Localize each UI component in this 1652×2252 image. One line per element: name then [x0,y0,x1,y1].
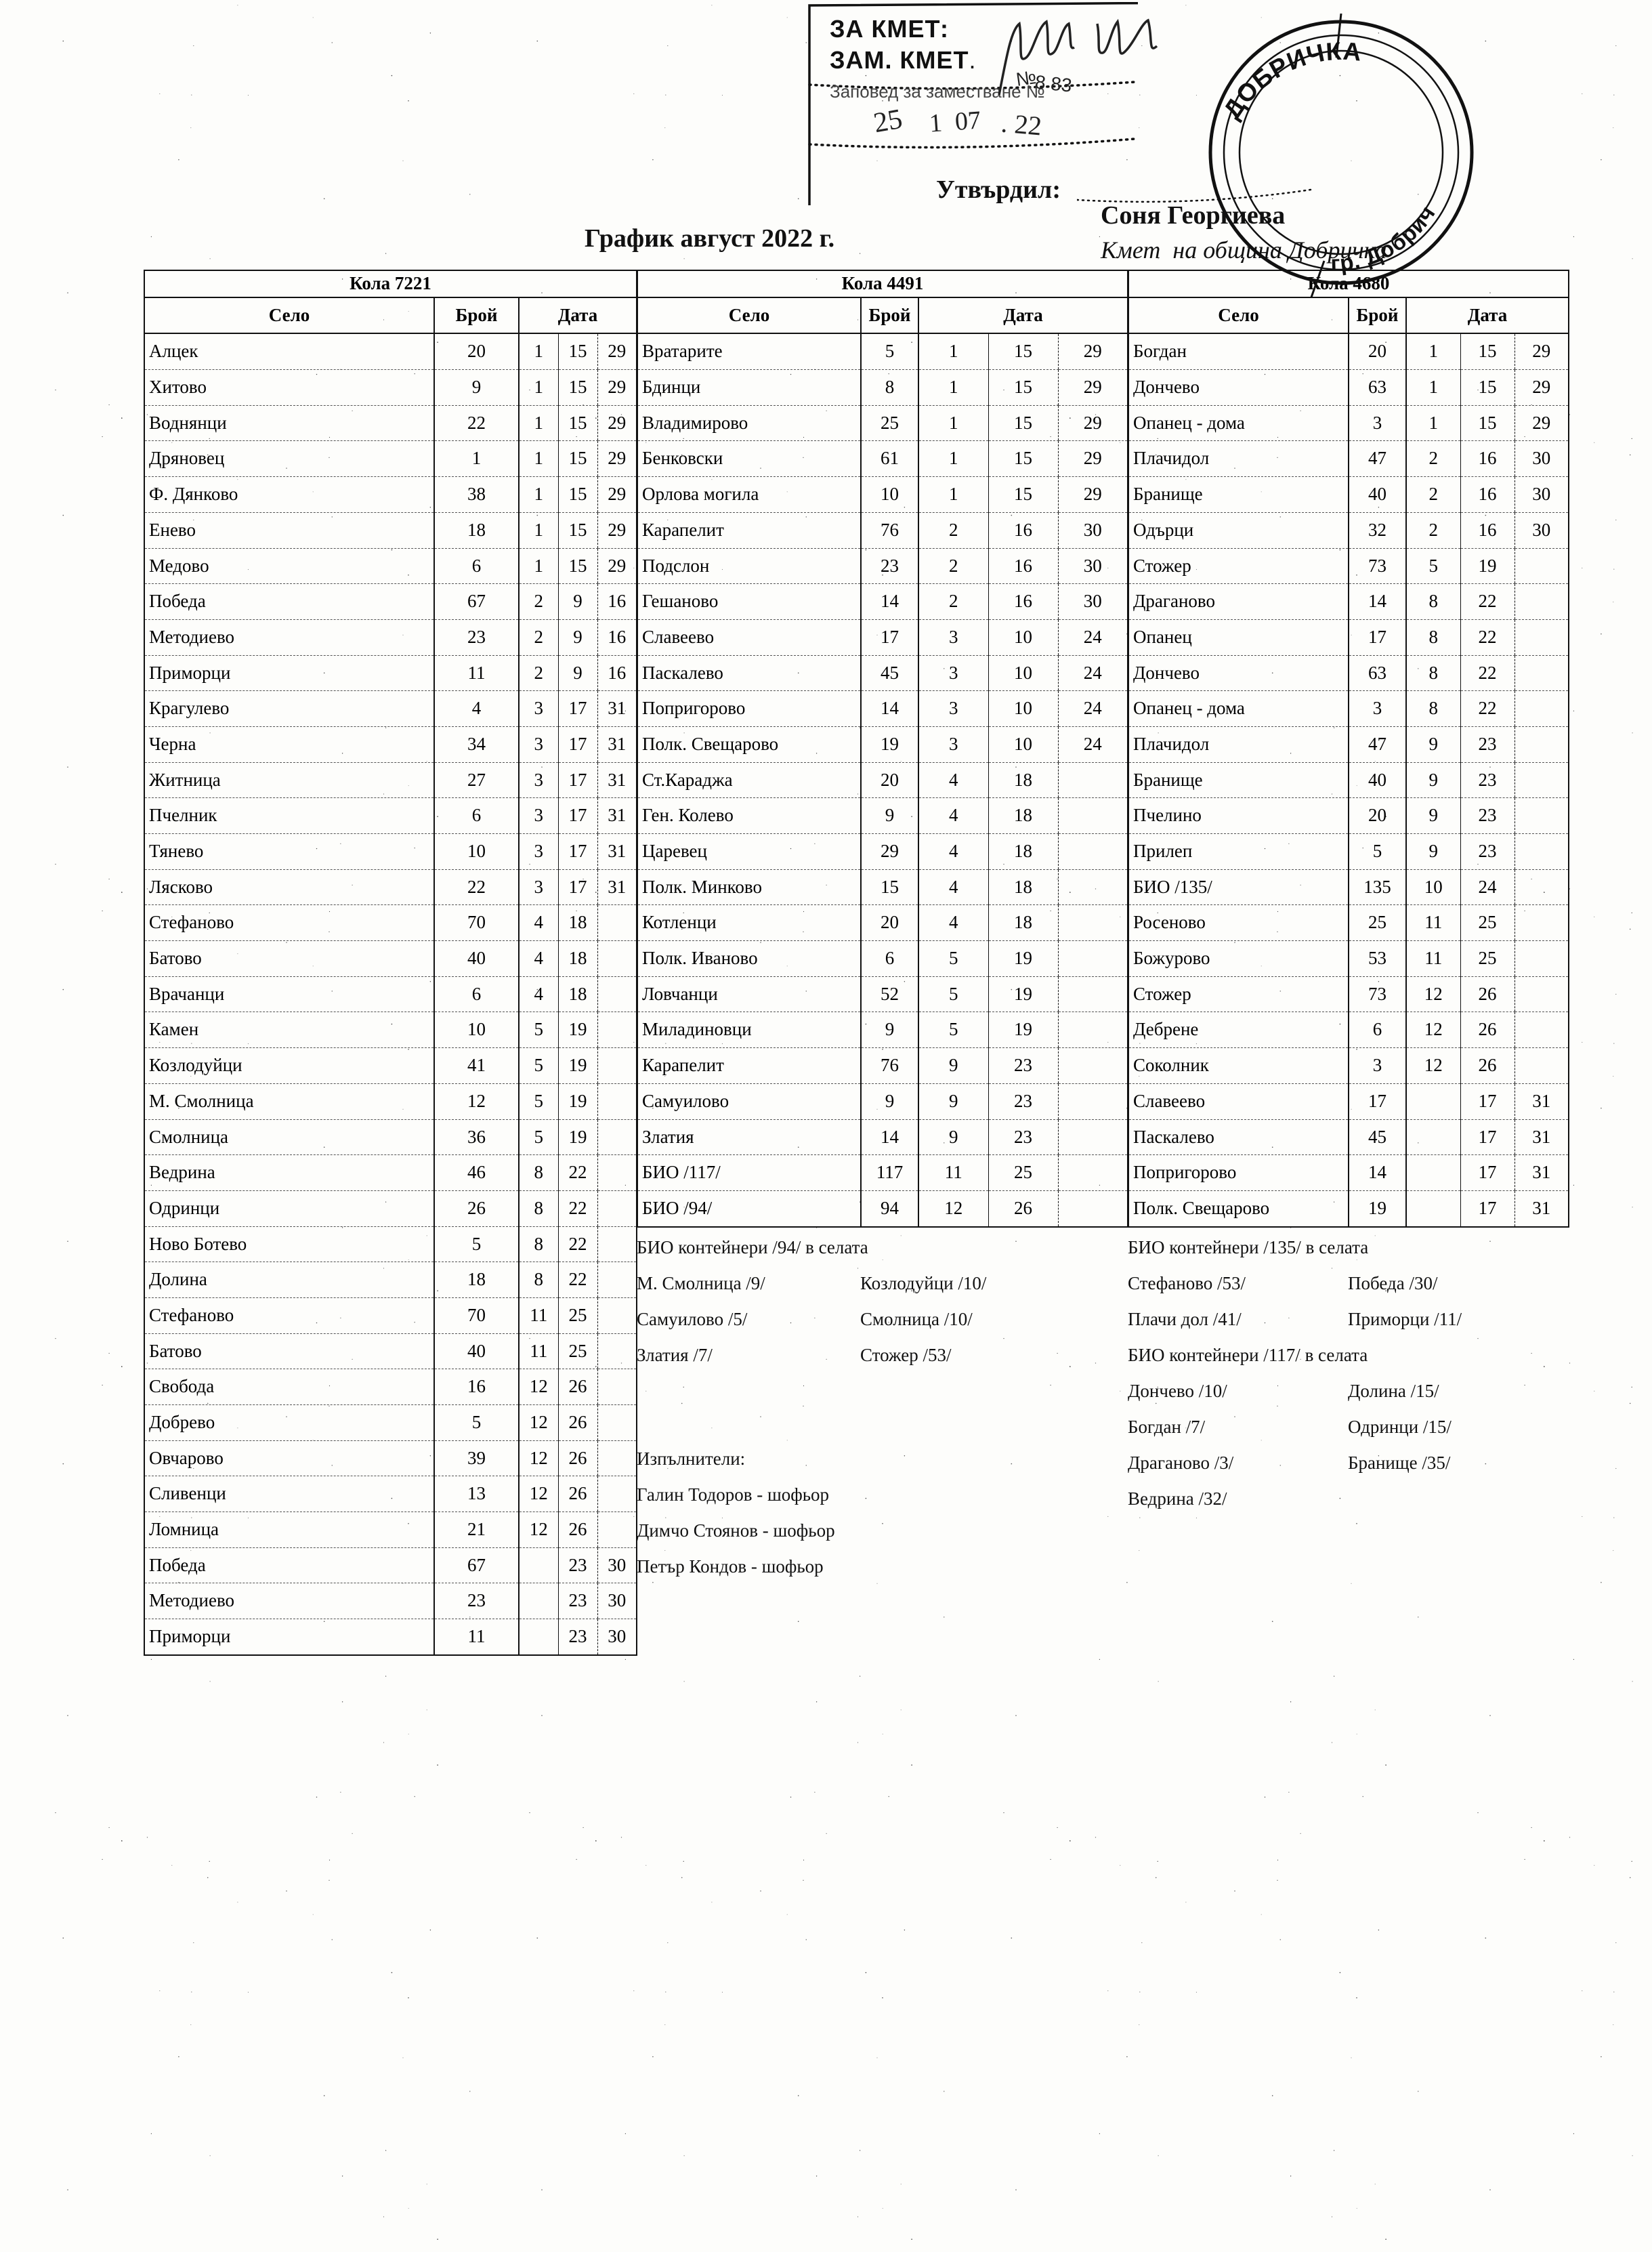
svg-text:ДОБРИЧКА: ДОБРИЧКА [1218,37,1363,124]
svg-text:гр. Добрич: гр. Добрич [1330,201,1440,276]
